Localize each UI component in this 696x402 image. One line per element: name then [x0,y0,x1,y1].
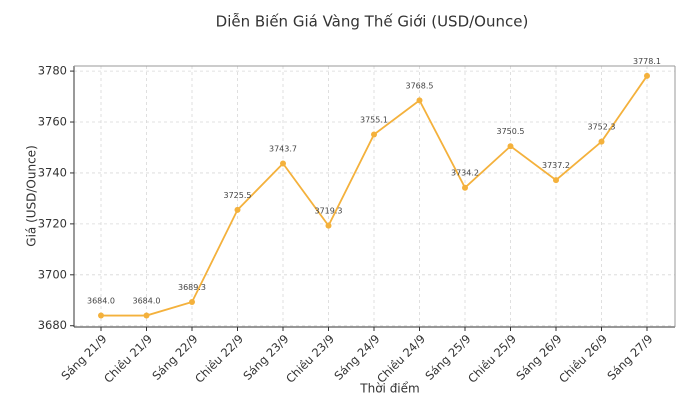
y-tick-label: 3740 [38,165,67,179]
x-tick-label: Chiều 26/9 [556,332,610,386]
point [553,177,559,184]
point [143,312,150,319]
chart-title: Diễn Biến Giá Vàng Thế Giới (USD/Ounce) [216,13,529,31]
x-tick-label: Chiều 24/9 [374,332,428,386]
data-label: 3725.5 [224,191,252,200]
y-tick-label: 3700 [38,267,67,281]
data-label: 3752.3 [588,123,616,132]
data-label: 3743.7 [269,145,297,154]
data-label: 3689.3 [178,283,206,292]
point [416,97,423,104]
data-label: 3737.2 [542,161,570,170]
x-tick-label: Chiều 21/9 [101,332,155,386]
data-label: 3755.1 [360,115,388,124]
line [101,75,648,317]
x-tick-label: Chiều 23/9 [283,332,337,386]
point [507,143,514,150]
data-label: 3684.0 [87,297,115,306]
x-axis-label: Thời điểm [359,382,419,396]
y-tick-label: 3760 [38,115,67,129]
data-label: 3778.1 [633,57,661,66]
x-tick-label: Chiều 25/9 [465,332,519,386]
point [644,72,650,79]
point [189,299,195,306]
point [280,160,286,167]
y-tick-label: 3680 [38,318,67,332]
point [598,138,605,145]
y-axis-label: Giá (USD/Ounce) [25,145,39,246]
point [98,312,104,319]
data-label: 3684.0 [133,297,161,306]
data-label: 3734.2 [451,169,479,178]
x-tick-label: Sáng 27/9 [604,332,655,383]
x-tick-label: Chiều 22/9 [192,332,246,386]
point [234,206,241,213]
point [325,222,332,229]
y-tick-label: 3720 [38,216,67,230]
data-label: 3750.5 [497,127,525,136]
data-label: 3768.5 [406,81,434,90]
point [371,131,377,138]
point [462,184,468,191]
data-label: 3719.3 [315,207,343,216]
y-tick-label: 3780 [38,64,67,78]
